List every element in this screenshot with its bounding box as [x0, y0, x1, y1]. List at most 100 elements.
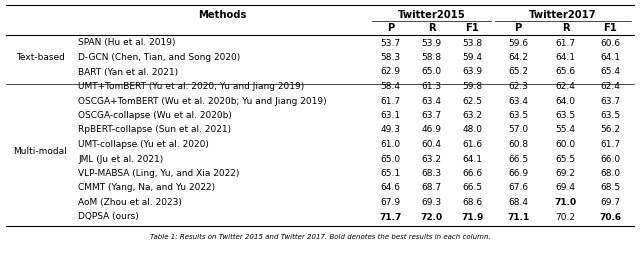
- Text: 70.6: 70.6: [600, 212, 621, 221]
- Text: 61.7: 61.7: [556, 38, 575, 48]
- Text: 71.7: 71.7: [380, 212, 402, 221]
- Text: 65.5: 65.5: [556, 155, 575, 164]
- Text: OSCGA-collapse (Wu et al. 2020b): OSCGA-collapse (Wu et al. 2020b): [78, 111, 232, 120]
- Text: 66.6: 66.6: [463, 169, 483, 178]
- Text: 48.0: 48.0: [463, 125, 483, 134]
- Text: Twitter2015: Twitter2015: [397, 10, 465, 20]
- Text: 49.3: 49.3: [381, 125, 401, 134]
- Text: 46.9: 46.9: [422, 125, 442, 134]
- Text: 62.5: 62.5: [463, 97, 483, 105]
- Text: 65.6: 65.6: [556, 68, 575, 77]
- Text: Text-based: Text-based: [16, 53, 65, 62]
- Text: 69.2: 69.2: [556, 169, 575, 178]
- Text: Twitter2017: Twitter2017: [529, 10, 597, 20]
- Text: 64.0: 64.0: [556, 97, 575, 105]
- Text: 63.2: 63.2: [422, 155, 442, 164]
- Text: 59.8: 59.8: [463, 82, 483, 91]
- Text: 65.0: 65.0: [380, 155, 401, 164]
- Text: 68.4: 68.4: [508, 198, 528, 207]
- Text: VLP-MABSA (Ling, Yu, and Xia 2022): VLP-MABSA (Ling, Yu, and Xia 2022): [78, 169, 239, 178]
- Text: 70.2: 70.2: [556, 212, 575, 221]
- Text: 69.3: 69.3: [421, 198, 442, 207]
- Text: 64.1: 64.1: [600, 53, 621, 62]
- Text: 56.2: 56.2: [600, 125, 621, 134]
- Text: 65.4: 65.4: [600, 68, 621, 77]
- Text: 61.3: 61.3: [421, 82, 442, 91]
- Text: 63.4: 63.4: [508, 97, 528, 105]
- Text: 63.5: 63.5: [556, 111, 575, 120]
- Text: 64.1: 64.1: [556, 53, 575, 62]
- Text: D-GCN (Chen, Tian, and Song 2020): D-GCN (Chen, Tian, and Song 2020): [78, 53, 240, 62]
- Text: P: P: [387, 23, 394, 33]
- Text: 69.4: 69.4: [556, 184, 575, 193]
- Text: R: R: [562, 23, 570, 33]
- Text: 62.4: 62.4: [556, 82, 575, 91]
- Text: DQPSA (ours): DQPSA (ours): [78, 212, 139, 221]
- Text: 61.7: 61.7: [380, 97, 401, 105]
- Text: 60.6: 60.6: [600, 38, 621, 48]
- Text: AoM (Zhou et al. 2023): AoM (Zhou et al. 2023): [78, 198, 182, 207]
- Text: 67.9: 67.9: [380, 198, 401, 207]
- Text: 63.7: 63.7: [421, 111, 442, 120]
- Text: F1: F1: [604, 23, 618, 33]
- Text: 72.0: 72.0: [420, 212, 443, 221]
- Text: SPAN (Hu et al. 2019): SPAN (Hu et al. 2019): [78, 38, 175, 48]
- Text: 63.5: 63.5: [600, 111, 621, 120]
- Text: 64.6: 64.6: [381, 184, 401, 193]
- Text: 58.3: 58.3: [380, 53, 401, 62]
- Text: 61.6: 61.6: [463, 140, 483, 149]
- Text: Table 1: Results on Twitter 2015 and Twitter 2017. Bold denotes the best results: Table 1: Results on Twitter 2015 and Twi…: [150, 234, 490, 240]
- Text: 63.1: 63.1: [380, 111, 401, 120]
- Text: 69.7: 69.7: [600, 198, 621, 207]
- Text: 63.2: 63.2: [463, 111, 483, 120]
- Text: 68.6: 68.6: [463, 198, 483, 207]
- Text: R: R: [428, 23, 435, 33]
- Text: 57.0: 57.0: [508, 125, 528, 134]
- Text: 63.9: 63.9: [463, 68, 483, 77]
- Text: Multi-modal: Multi-modal: [13, 147, 67, 156]
- Text: 63.7: 63.7: [600, 97, 621, 105]
- Text: 55.4: 55.4: [556, 125, 575, 134]
- Text: 66.9: 66.9: [508, 169, 528, 178]
- Text: 63.4: 63.4: [422, 97, 442, 105]
- Text: 61.7: 61.7: [600, 140, 621, 149]
- Text: 67.6: 67.6: [508, 184, 528, 193]
- Text: 65.1: 65.1: [380, 169, 401, 178]
- Text: 62.3: 62.3: [508, 82, 528, 91]
- Text: CMMT (Yang, Na, and Yu 2022): CMMT (Yang, Na, and Yu 2022): [78, 184, 215, 193]
- Text: 59.4: 59.4: [463, 53, 483, 62]
- Text: 62.4: 62.4: [600, 82, 620, 91]
- Text: 65.2: 65.2: [508, 68, 528, 77]
- Text: 53.9: 53.9: [421, 38, 442, 48]
- Text: 53.8: 53.8: [463, 38, 483, 48]
- Text: 68.3: 68.3: [421, 169, 442, 178]
- Text: 65.0: 65.0: [421, 68, 442, 77]
- Text: F1: F1: [465, 23, 479, 33]
- Text: 58.4: 58.4: [381, 82, 401, 91]
- Text: 58.8: 58.8: [421, 53, 442, 62]
- Text: UMT-collapse (Yu et al. 2020): UMT-collapse (Yu et al. 2020): [78, 140, 209, 149]
- Text: 53.7: 53.7: [380, 38, 401, 48]
- Text: UMT+TomBERT (Yu et al. 2020; Yu and Jiang 2019): UMT+TomBERT (Yu et al. 2020; Yu and Jian…: [78, 82, 304, 91]
- Text: 61.0: 61.0: [380, 140, 401, 149]
- Text: 62.9: 62.9: [381, 68, 401, 77]
- Text: 66.5: 66.5: [508, 155, 528, 164]
- Text: 71.0: 71.0: [554, 198, 577, 207]
- Text: JML (Ju et al. 2021): JML (Ju et al. 2021): [78, 155, 163, 164]
- Text: 68.5: 68.5: [600, 184, 621, 193]
- Text: 64.1: 64.1: [463, 155, 483, 164]
- Text: 60.0: 60.0: [556, 140, 575, 149]
- Text: 71.1: 71.1: [507, 212, 529, 221]
- Text: 66.0: 66.0: [600, 155, 621, 164]
- Text: Methods: Methods: [198, 10, 246, 20]
- Text: 66.5: 66.5: [463, 184, 483, 193]
- Text: P: P: [515, 23, 522, 33]
- Text: 71.9: 71.9: [461, 212, 484, 221]
- Text: 63.5: 63.5: [508, 111, 528, 120]
- Text: RpBERT-collapse (Sun et al. 2021): RpBERT-collapse (Sun et al. 2021): [78, 125, 231, 134]
- Text: BART (Yan et al. 2021): BART (Yan et al. 2021): [78, 68, 178, 77]
- Text: 68.7: 68.7: [421, 184, 442, 193]
- Text: 68.0: 68.0: [600, 169, 621, 178]
- Text: 60.4: 60.4: [422, 140, 442, 149]
- Text: OSCGA+TomBERT (Wu et al. 2020b; Yu and Jiang 2019): OSCGA+TomBERT (Wu et al. 2020b; Yu and J…: [78, 97, 326, 105]
